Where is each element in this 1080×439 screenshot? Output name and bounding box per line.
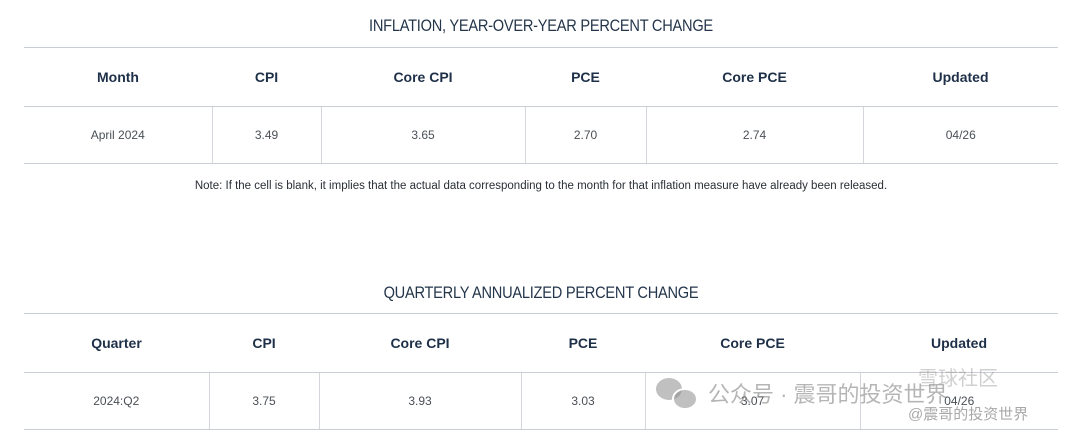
header-core-pce: Core PCE [646, 47, 863, 107]
cell-core-cpi: 3.93 [319, 372, 522, 430]
table-row: April 2024 3.49 3.65 2.70 2.74 04/26 [24, 106, 1058, 164]
table-header-row: Quarter CPI Core CPI PCE Core PCE Update… [24, 313, 1058, 373]
header-core-cpi: Core CPI [321, 47, 525, 107]
header-pce: PCE [525, 47, 646, 107]
cell-updated: 04/26 [863, 106, 1058, 164]
quarterly-title: QUARTERLY ANNUALIZED PERCENT CHANGE [383, 283, 699, 302]
table-header-row: Month CPI Core CPI PCE Core PCE Updated [24, 47, 1058, 107]
table-row: 2024:Q2 3.75 3.93 3.03 3.07 04/26 [24, 372, 1058, 430]
cell-updated: 04/26 [860, 372, 1058, 430]
inflation-yoy-table: Month CPI Core CPI PCE Core PCE Updated … [24, 47, 1058, 164]
header-month: Month [24, 47, 212, 107]
watermark-sub: @震哥的投资世界 [908, 406, 1029, 423]
cell-month: April 2024 [24, 106, 213, 164]
header-core-cpi: Core CPI [319, 313, 521, 373]
header-updated: Updated [863, 47, 1058, 107]
watermark: 公众号 · 震哥的投资世界 [656, 376, 948, 410]
watermark-brand: 雪球社区 [918, 368, 998, 390]
wechat-icon [656, 376, 698, 410]
header-cpi: CPI [212, 47, 321, 107]
cell-cpi: 3.49 [212, 106, 322, 164]
quarterly-table: Quarter CPI Core CPI PCE Core PCE Update… [24, 313, 1058, 430]
header-updated: Updated [860, 313, 1058, 373]
inflation-yoy-title: INFLATION, YEAR-OVER-YEAR PERCENT CHANGE [369, 16, 713, 35]
table-note: Note: If the cell is blank, it implies t… [194, 180, 888, 192]
header-quarter: Quarter [24, 313, 209, 373]
cell-pce: 3.03 [521, 372, 646, 430]
header-pce: PCE [521, 313, 645, 373]
cell-core-pce: 2.74 [646, 106, 864, 164]
header-cpi: CPI [209, 313, 319, 373]
cell-quarter: 2024:Q2 [24, 372, 210, 430]
cell-core-cpi: 3.65 [321, 106, 526, 164]
watermark-text: 公众号 · 震哥的投资世界 [708, 382, 948, 407]
cell-cpi: 3.75 [209, 372, 320, 430]
cell-pce: 2.70 [525, 106, 647, 164]
header-core-pce: Core PCE [645, 313, 860, 373]
